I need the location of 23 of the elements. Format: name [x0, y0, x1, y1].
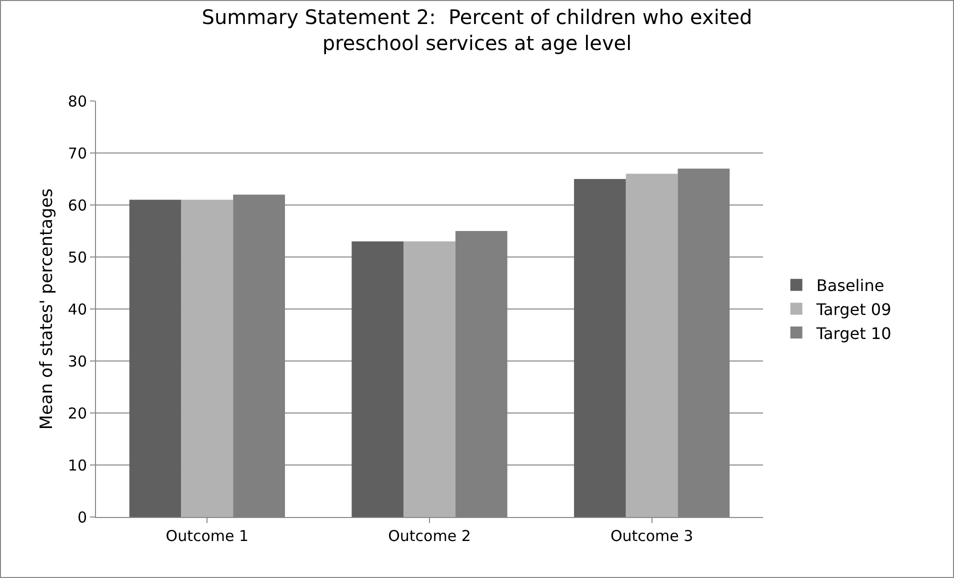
- y-tick-label: 50: [68, 248, 87, 266]
- bar: [574, 179, 626, 517]
- legend-label: Baseline: [816, 276, 884, 296]
- bar: [626, 174, 678, 517]
- y-tick-label: 80: [68, 92, 87, 110]
- bar: [129, 200, 182, 517]
- x-tick-label: Outcome 3: [610, 527, 694, 545]
- y-tick-label: 70: [68, 144, 87, 162]
- y-tick-label: 10: [68, 456, 87, 474]
- y-tick-label: 60: [68, 196, 87, 214]
- bar: [181, 200, 234, 517]
- y-axis-title: Mean of states' percentages: [37, 188, 57, 430]
- bar: [352, 241, 404, 517]
- legend-label: Target 10: [815, 324, 892, 343]
- legend-label: Target 09: [815, 300, 892, 319]
- bar: [404, 241, 456, 517]
- y-tick-label: 30: [68, 352, 87, 370]
- x-tick-label: Outcome 1: [166, 527, 249, 545]
- chart-title: Summary Statement 2: Percent of children who exited preschool services at age level: [202, 5, 752, 56]
- y-tick-label: 40: [68, 300, 87, 318]
- y-tick-label: 20: [68, 404, 87, 422]
- x-tick-label: Outcome 2: [388, 527, 471, 545]
- y-tick-label: 0: [77, 508, 87, 526]
